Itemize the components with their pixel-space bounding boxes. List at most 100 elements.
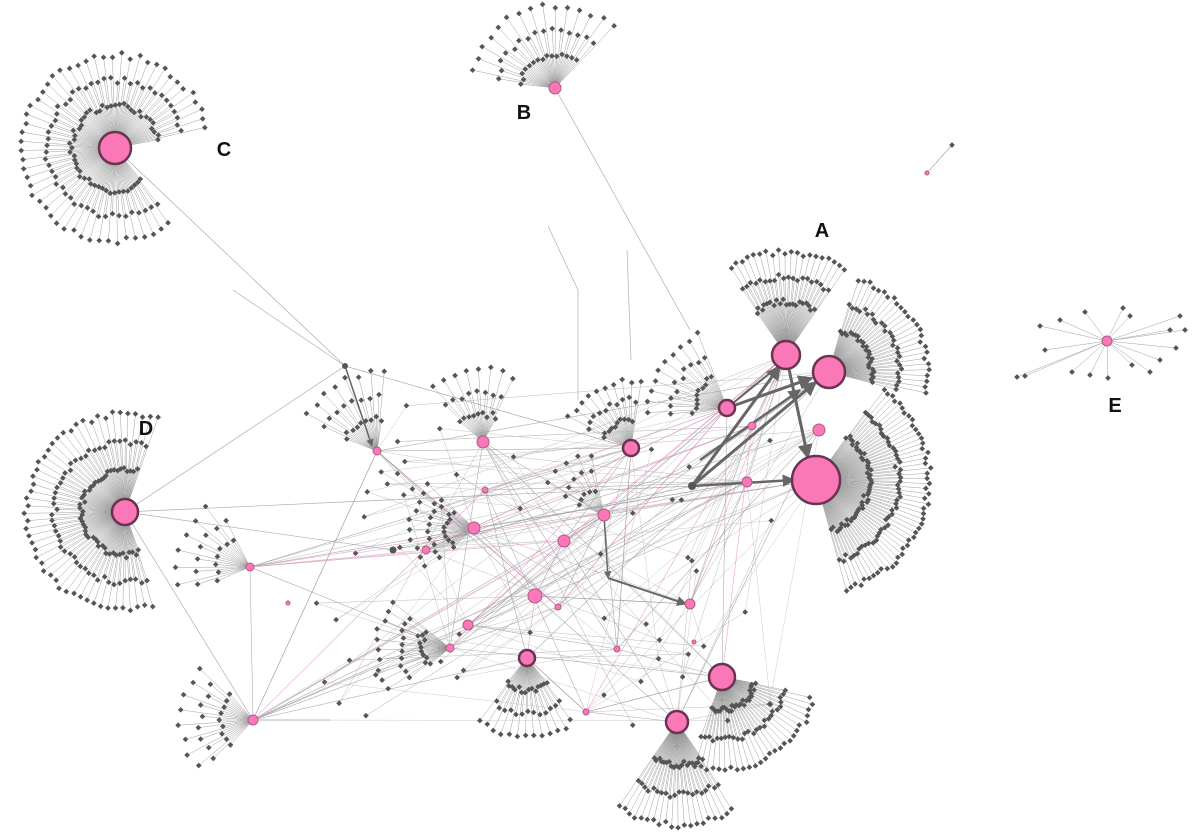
leaf-node [874, 533, 881, 540]
leaf-node [451, 509, 457, 516]
leaf-node [844, 516, 850, 523]
leaf-node [726, 733, 733, 740]
edge [721, 676, 781, 749]
leaf-node [817, 281, 824, 288]
leaf-node [522, 689, 529, 696]
leaf-node [1069, 369, 1075, 375]
edge [73, 511, 126, 594]
leaf-node [373, 413, 380, 420]
leaf-node [906, 413, 912, 419]
edge [721, 407, 728, 678]
leaf-node [109, 54, 116, 61]
edge [647, 721, 678, 792]
edge [425, 549, 660, 641]
leaf-node [894, 370, 901, 376]
edge [467, 354, 787, 626]
leaf-node [214, 577, 221, 584]
edge [225, 520, 251, 568]
leaf-node [925, 501, 932, 508]
edge [180, 709, 254, 721]
edge [124, 416, 151, 513]
edge [93, 511, 126, 604]
leaf-node [866, 575, 873, 582]
edge [406, 371, 830, 406]
leaf-node [67, 195, 74, 201]
leaf-node [78, 202, 85, 209]
edge [721, 676, 797, 731]
edge [376, 628, 451, 649]
leaf-node [905, 313, 911, 320]
leaf-node [23, 111, 30, 117]
edge [124, 413, 136, 513]
edge [721, 676, 791, 741]
leaf-node [887, 329, 893, 336]
leaf-node [314, 402, 321, 408]
edge [487, 657, 528, 725]
edge [526, 657, 541, 715]
leaf-node [567, 716, 573, 723]
edge [1106, 315, 1181, 342]
edge [205, 535, 251, 568]
leaf-node [132, 411, 139, 417]
edge [335, 354, 787, 620]
leaf-node [892, 448, 899, 454]
leaf-node [917, 339, 924, 345]
leaf-node [385, 608, 392, 615]
edge [744, 354, 787, 613]
leaf-node [135, 547, 142, 553]
edge [429, 524, 475, 529]
leaf-node [440, 377, 447, 383]
leaf-node [436, 425, 443, 432]
edge [124, 417, 159, 513]
leaf-node [923, 390, 929, 396]
edge [124, 417, 143, 513]
edge [349, 648, 618, 661]
leaf-node [552, 702, 559, 709]
edge [554, 17, 605, 89]
leaf-node [69, 89, 76, 95]
leaf-node [915, 430, 922, 437]
leaf-node [416, 499, 423, 505]
leaf-node [128, 107, 134, 113]
leaf-node [127, 441, 134, 448]
leaf-node [629, 418, 636, 425]
leaf-node [223, 698, 230, 704]
leaf-node [893, 382, 900, 389]
leaf-node [423, 629, 429, 636]
leaf-node [417, 554, 424, 560]
edge [124, 511, 254, 721]
edge [604, 388, 632, 449]
edge [514, 49, 556, 89]
leaf-node [56, 585, 62, 592]
leaf-node [463, 368, 470, 374]
edge [534, 595, 691, 605]
leaf-node [1105, 375, 1111, 381]
leaf-node [190, 679, 196, 686]
edge [630, 447, 659, 659]
leaf-node [781, 740, 788, 747]
leaf-node [55, 533, 62, 539]
leaf-node [216, 717, 223, 723]
edge [672, 429, 820, 500]
leaf-node [897, 459, 903, 465]
edge [445, 404, 484, 443]
edge [26, 511, 126, 529]
leaf-node [488, 364, 494, 371]
edge [454, 375, 484, 443]
leaf-node [918, 435, 925, 441]
leaf-node [83, 453, 89, 459]
hub-node [621, 438, 641, 458]
edge [63, 432, 126, 513]
edge [689, 341, 728, 409]
edge [1044, 340, 1108, 351]
edge [657, 370, 728, 409]
leaf-node [101, 75, 107, 82]
leaf-node [182, 736, 189, 743]
leaf-node [861, 450, 868, 457]
edge [653, 721, 678, 820]
leaf-node [730, 734, 737, 741]
edge [115, 511, 126, 609]
leaf-node [785, 274, 792, 281]
edge [397, 425, 753, 442]
leaf-node [864, 491, 871, 498]
